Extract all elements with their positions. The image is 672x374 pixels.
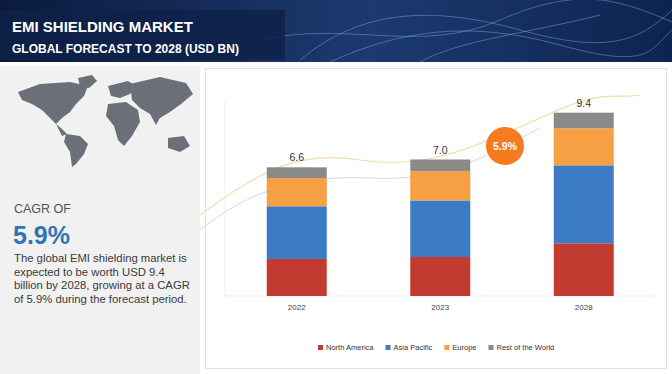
legend-label: Asia Pacific [394, 343, 433, 352]
background [0, 0, 672, 374]
cagr-label: CAGR OF [14, 202, 71, 216]
continent [130, 77, 193, 118]
category-label: 2028 [575, 303, 593, 312]
cagr-bubble [486, 127, 524, 165]
title-box [0, 10, 285, 60]
continent [168, 136, 190, 152]
bar-segment [410, 200, 470, 257]
continent [64, 134, 88, 167]
total-label: 7.0 [433, 144, 448, 156]
header-band [0, 0, 672, 62]
decorative-curve [200, 128, 540, 230]
page: EMI SHIELDING MARKET GLOBAL FORECAST TO 2… [0, 0, 672, 374]
header-decoration [300, 10, 672, 60]
legend-swatch [488, 345, 493, 350]
legend-swatch [386, 345, 391, 350]
continent [78, 75, 97, 88]
continent [56, 124, 67, 136]
header-decoration [420, 15, 600, 62]
cagr-value: 5.9% [13, 221, 70, 249]
category-label: 2023 [431, 303, 449, 312]
bar-segment [267, 206, 327, 259]
value-axis-line [225, 101, 226, 296]
bar-segment [410, 257, 470, 296]
legend-label: Rest of the World [496, 343, 554, 352]
bar-segment [554, 165, 614, 243]
cagr-bubble-label: 5.9% [493, 140, 518, 152]
bar-segment [554, 113, 614, 129]
chart-canvas: EMI SHIELDING MARKET GLOBAL FORECAST TO 2… [0, 0, 672, 374]
bar-segment [410, 171, 470, 200]
continent [106, 102, 140, 146]
legend: North America Asia Pacific Europe Rest of t… [318, 343, 554, 352]
left-panel [0, 66, 200, 374]
legend-label: North America [326, 343, 374, 352]
bar-segment [267, 178, 327, 206]
world-map [18, 75, 193, 167]
header-decoration [260, 0, 672, 40]
total-label: 6.6 [289, 151, 304, 163]
title: EMI SHIELDING MARKET [12, 18, 193, 35]
description: The global EMI shielding market is expec… [14, 252, 196, 306]
header-decoration [330, 30, 672, 62]
bar-segment [554, 243, 614, 296]
category-label: 2022 [288, 303, 306, 312]
bar-segment [410, 160, 470, 172]
legend-swatch [444, 345, 449, 350]
subtitle: GLOBAL FORECAST TO 2028 (USD BN) [12, 42, 239, 56]
right-panel [206, 69, 667, 369]
total-label: 9.4 [576, 97, 591, 109]
continent [18, 82, 88, 124]
bars [267, 113, 614, 296]
bar-segment [267, 167, 327, 178]
bar-segment [554, 128, 614, 165]
legend-label: Europe [452, 343, 476, 352]
legend-swatch [318, 345, 323, 350]
bar-segment [267, 259, 327, 296]
continent [150, 114, 161, 125]
